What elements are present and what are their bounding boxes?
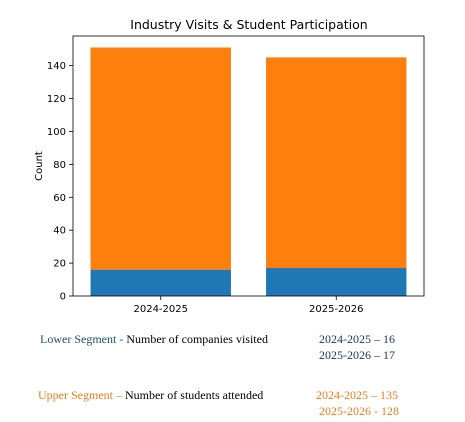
y-tick-label: 40	[53, 226, 66, 237]
lower-segment-separator: -	[116, 332, 127, 346]
bars	[90, 47, 407, 296]
plot-frame	[72, 35, 425, 297]
upper-value-2024: 2024-2025 – 135	[316, 388, 398, 402]
y-tick-label: 80	[53, 160, 66, 171]
upper-segment-title: Upper Segment	[38, 388, 113, 402]
lower-segment-description: Number of companies visited	[126, 332, 268, 346]
lower-segment-title: Lower Segment	[40, 332, 117, 346]
upper-segment-separator: –	[112, 388, 125, 402]
stacked-bar-chart: Industry Visits & Student Participation …	[34, 17, 425, 315]
x-tick-label: 2025-2026	[309, 304, 364, 315]
y-tick-label: 0	[60, 292, 66, 303]
y-tick-label: 20	[53, 259, 66, 270]
y-tick-label: 60	[53, 193, 66, 204]
upper-segment-bar-2024-2025	[90, 47, 231, 270]
x-axis: 2024-2025 2025-2026	[133, 296, 364, 315]
y-tick-label: 100	[47, 127, 66, 138]
upper-segment-description: Number of students attended	[124, 388, 264, 402]
upper-segment-bar-2025-2026	[266, 57, 407, 269]
lower-segment-bar-2025-2026	[266, 268, 407, 296]
y-axis-label: Count	[34, 151, 45, 181]
lower-value-2025: 2025-2026 – 17	[319, 348, 395, 362]
y-tick-label: 120	[47, 94, 66, 105]
x-tick-label: 2024-2025	[133, 304, 188, 315]
chart-title: Industry Visits & Student Participation	[130, 17, 367, 32]
lower-value-2024: 2024-2025 – 16	[319, 332, 395, 346]
y-axis: 0 20 40 60 80 100 120 140	[47, 61, 73, 303]
y-tick-label: 140	[47, 61, 66, 72]
upper-value-2025: 2025-2026 - 128	[319, 404, 399, 418]
lower-segment-bar-2024-2025	[90, 269, 231, 296]
